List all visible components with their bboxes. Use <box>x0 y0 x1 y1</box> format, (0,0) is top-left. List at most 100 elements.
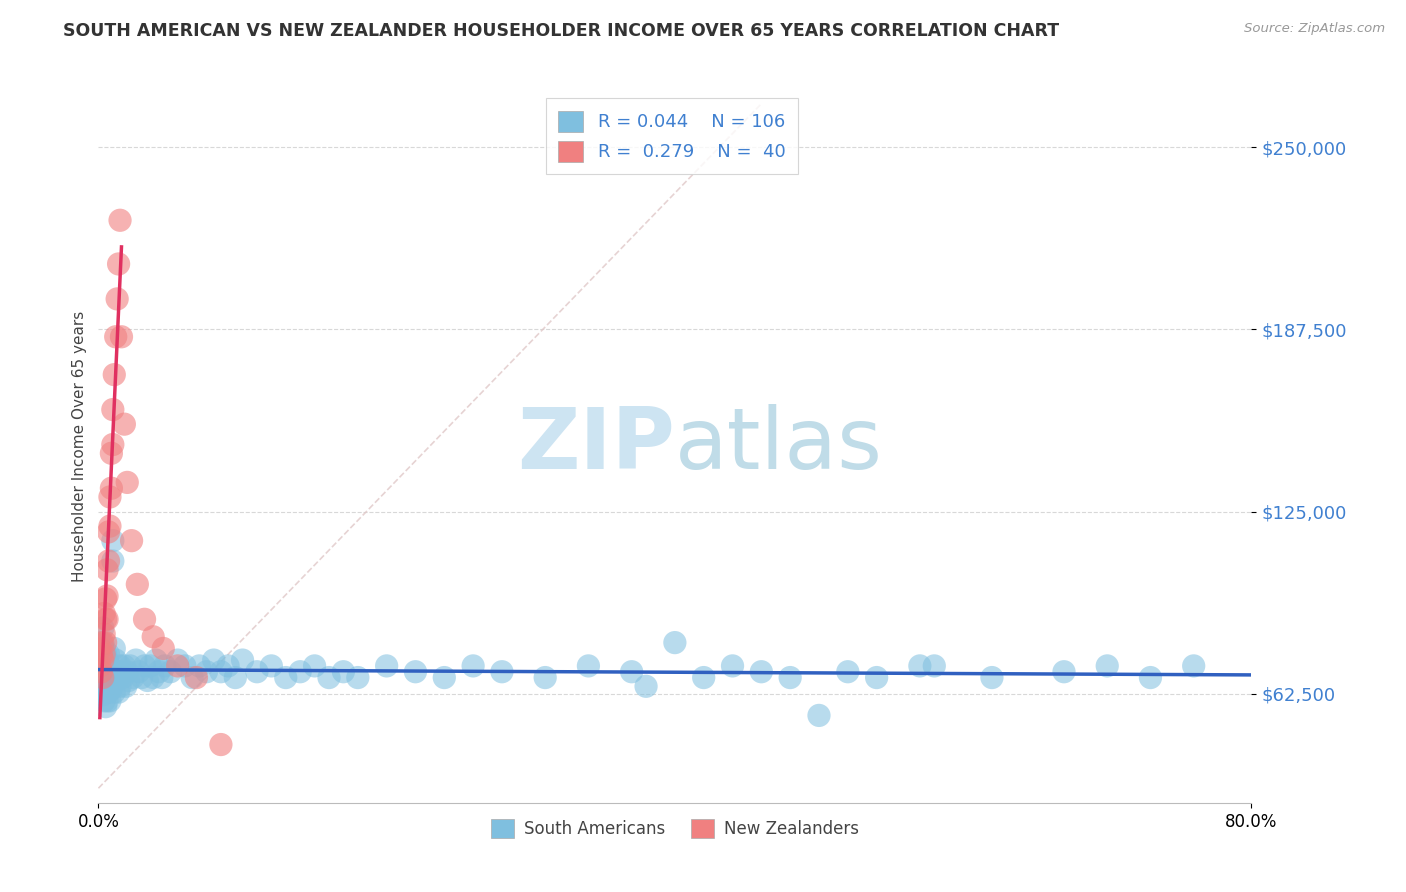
Point <box>97 671 120 685</box>
Point <box>188 659 211 673</box>
Point <box>150 671 173 685</box>
Point <box>96 612 118 626</box>
Point <box>118 673 141 688</box>
Point <box>108 213 131 227</box>
Point <box>104 330 127 344</box>
Point <box>91 635 114 649</box>
Point <box>122 671 145 685</box>
Point <box>90 635 112 649</box>
Point <box>110 330 132 344</box>
Point <box>1097 659 1119 673</box>
Point <box>98 490 121 504</box>
Point <box>260 659 283 673</box>
Point <box>91 665 114 679</box>
Point <box>148 665 170 679</box>
Point <box>104 653 127 667</box>
Point <box>578 659 600 673</box>
Point <box>93 656 115 670</box>
Point <box>166 659 188 673</box>
Point <box>620 665 643 679</box>
Point <box>142 671 165 685</box>
Point <box>117 475 139 490</box>
Point <box>93 607 115 621</box>
Point <box>94 635 117 649</box>
Point <box>153 659 176 673</box>
Point <box>89 650 111 665</box>
Point <box>94 671 117 685</box>
Point <box>94 647 117 661</box>
Point <box>89 659 111 673</box>
Point <box>117 665 139 679</box>
Point <box>97 554 120 568</box>
Point <box>97 647 120 661</box>
Point <box>181 671 204 685</box>
Point <box>96 694 118 708</box>
Point <box>125 653 148 667</box>
Point <box>114 679 136 693</box>
Point <box>100 446 122 460</box>
Point <box>91 641 114 656</box>
Point <box>290 665 312 679</box>
Point <box>93 676 115 690</box>
Point <box>107 685 129 699</box>
Point <box>108 659 131 673</box>
Point <box>100 682 122 697</box>
Point <box>98 519 121 533</box>
Point <box>332 665 354 679</box>
Point <box>93 694 115 708</box>
Point <box>93 627 115 641</box>
Point <box>304 659 326 673</box>
Point <box>174 659 197 673</box>
Point <box>101 554 124 568</box>
Point <box>89 641 111 656</box>
Point <box>93 647 115 661</box>
Point <box>100 481 122 495</box>
Point <box>105 665 128 679</box>
Point <box>108 679 131 693</box>
Point <box>274 671 297 685</box>
Point <box>491 665 513 679</box>
Point <box>94 591 117 606</box>
Point <box>837 665 859 679</box>
Point <box>91 653 114 667</box>
Point <box>159 665 181 679</box>
Point <box>98 659 121 673</box>
Point <box>209 738 232 752</box>
Point <box>96 665 118 679</box>
Point <box>91 688 114 702</box>
Point <box>91 621 114 635</box>
Point <box>693 671 716 685</box>
Point <box>90 665 112 679</box>
Point <box>231 653 254 667</box>
Point <box>104 673 127 688</box>
Point <box>721 659 744 673</box>
Point <box>121 533 143 548</box>
Point <box>101 402 124 417</box>
Point <box>166 653 188 667</box>
Point <box>217 659 239 673</box>
Point <box>664 635 686 649</box>
Point <box>96 653 118 667</box>
Point <box>195 665 218 679</box>
Point <box>93 665 115 679</box>
Point <box>101 437 124 451</box>
Text: atlas: atlas <box>675 404 883 488</box>
Text: ZIP: ZIP <box>517 404 675 488</box>
Point <box>120 659 142 673</box>
Point <box>246 665 269 679</box>
Point <box>779 671 801 685</box>
Point <box>751 665 773 679</box>
Point <box>89 671 111 685</box>
Point <box>94 612 117 626</box>
Point <box>90 647 112 661</box>
Point <box>107 257 129 271</box>
Point <box>103 641 125 656</box>
Point <box>318 671 340 685</box>
Point <box>111 671 134 685</box>
Point <box>202 653 225 667</box>
Point <box>636 679 658 693</box>
Point <box>103 368 125 382</box>
Point <box>405 665 427 679</box>
Point <box>134 612 156 626</box>
Point <box>145 653 167 667</box>
